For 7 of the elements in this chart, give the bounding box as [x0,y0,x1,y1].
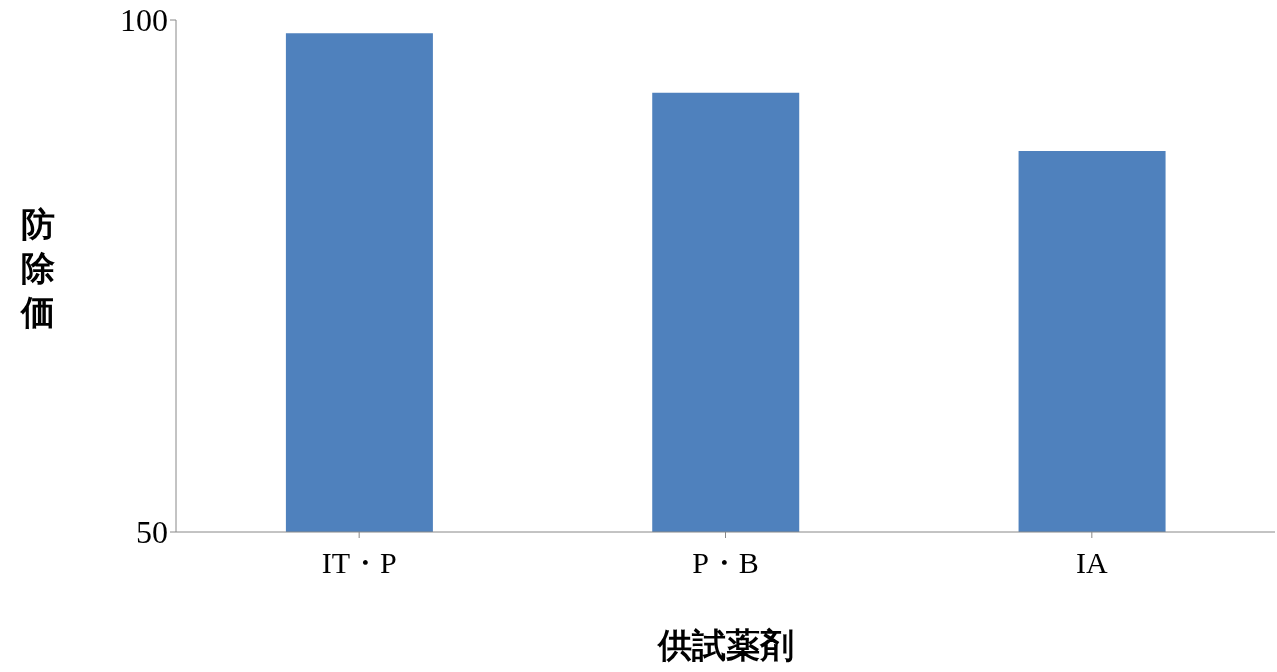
y-tick-label: 100 [120,2,168,39]
x-tick-label: P・B [692,546,759,580]
x-axis-title: 供試薬剤 [656,627,794,664]
y-tick-label: 50 [136,514,168,551]
y-axis-title: 防除価 [20,206,55,331]
x-tick-label: IT・P [321,546,397,580]
x-tick-label: IA [1076,546,1108,580]
